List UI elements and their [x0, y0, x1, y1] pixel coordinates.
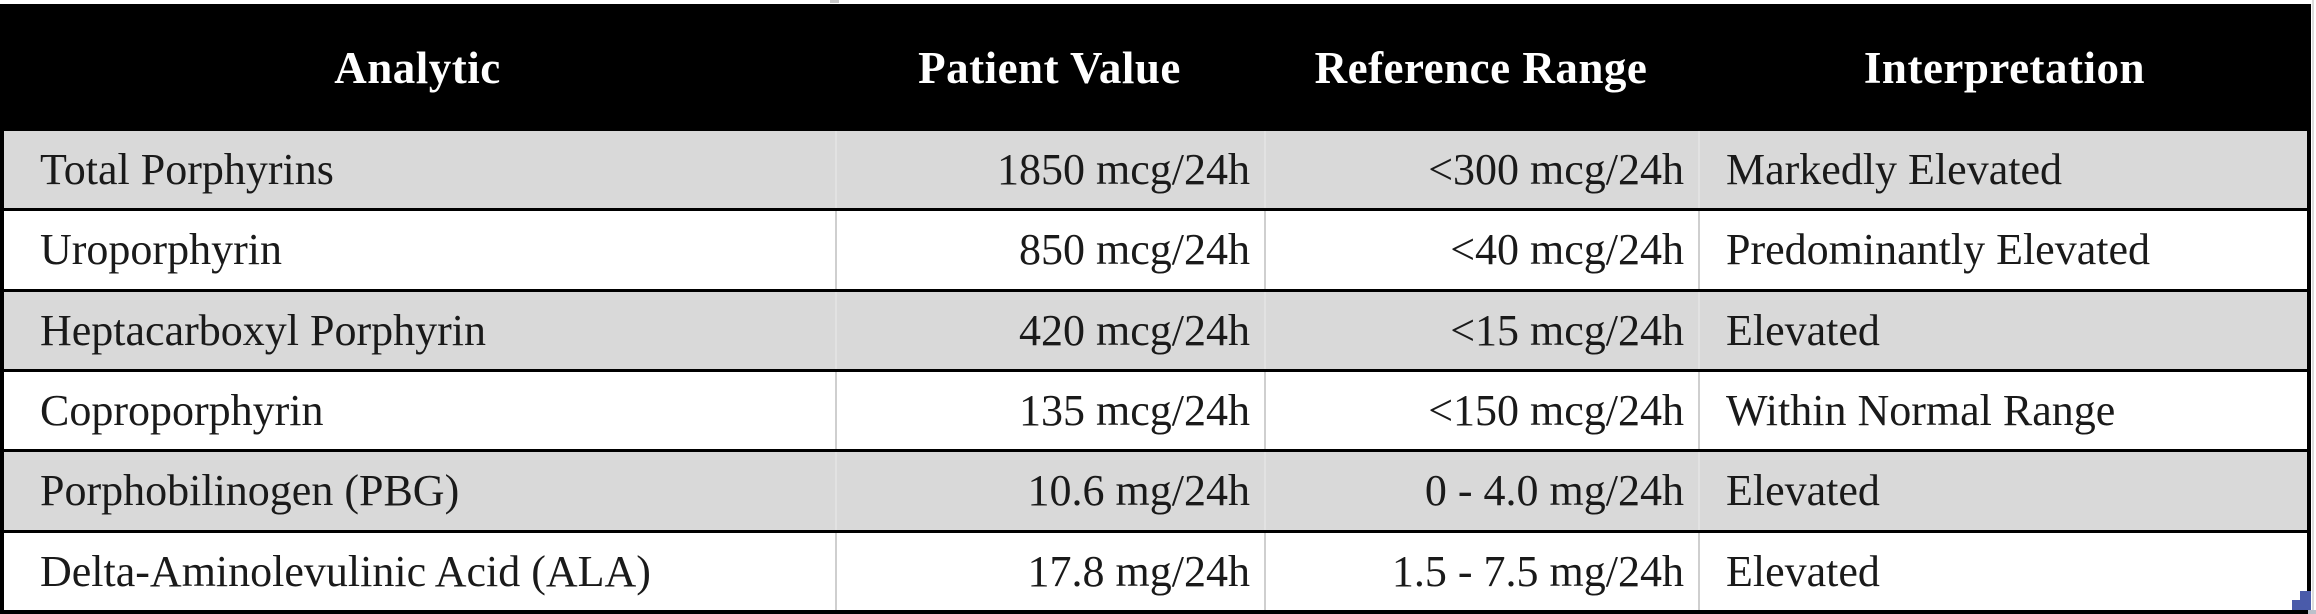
cell-analytic: Delta-Aminolevulinic Acid (ALA) — [40, 546, 651, 596]
cell-analytic: Heptacarboxyl Porphyrin — [40, 305, 486, 355]
cell-interpretation: Elevated — [1698, 532, 2307, 610]
cell-interpretation: Elevated — [1698, 291, 2307, 369]
table-row: Heptacarboxyl Porphyrin 420 mcg/24h <15 … — [4, 288, 2307, 369]
table-body: Total Porphyrins 1850 mcg/24h <300 mcg/2… — [0, 131, 2311, 614]
table-header-row: Analytic Patient Value Reference Range I… — [0, 4, 2311, 131]
cell-patient-value: 10.6 mg/24h — [835, 452, 1264, 530]
resize-handle-square[interactable] — [2300, 591, 2311, 610]
column-header-reference-range: Reference Range — [1314, 42, 1648, 93]
lab-results-table: Analytic Patient Value Reference Range I… — [0, 4, 2311, 614]
table-row: Coproporphyrin 135 mcg/24h <150 mcg/24h … — [4, 368, 2307, 450]
cell-interpretation: Markedly Elevated — [1698, 131, 2307, 209]
table-row: Porphobilinogen (PBG) 10.6 mg/24h 0 - 4.… — [4, 449, 2307, 530]
cell-patient-value: 135 mcg/24h — [835, 371, 1264, 450]
column-divider-tick — [830, 0, 839, 3]
cell-reference-range: <300 mcg/24h — [1264, 131, 1698, 209]
cell-reference-range: 0 - 4.0 mg/24h — [1264, 452, 1698, 530]
cell-analytic: Total Porphyrins — [40, 145, 334, 195]
column-header-analytic: Analytic — [334, 42, 501, 93]
cell-interpretation: Elevated — [1698, 452, 2307, 530]
cell-reference-range: 1.5 - 7.5 mg/24h — [1264, 532, 1698, 610]
cell-reference-range: <150 mcg/24h — [1264, 371, 1698, 450]
table-row: Uroporphyrin 850 mcg/24h <40 mcg/24h Pre… — [4, 208, 2307, 289]
cell-analytic: Uroporphyrin — [40, 225, 282, 275]
cell-analytic: Coproporphyrin — [40, 386, 324, 436]
table-row: Total Porphyrins 1850 mcg/24h <300 mcg/2… — [4, 131, 2307, 209]
cell-patient-value: 850 mcg/24h — [835, 211, 1264, 289]
cell-patient-value: 420 mcg/24h — [835, 291, 1264, 369]
cell-analytic: Porphobilinogen (PBG) — [40, 466, 460, 516]
cell-patient-value: 1850 mcg/24h — [835, 131, 1264, 209]
table-row: Delta-Aminolevulinic Acid (ALA) 17.8 mg/… — [4, 529, 2307, 610]
page-edge-line — [2312, 0, 2314, 614]
cell-reference-range: <15 mcg/24h — [1264, 291, 1698, 369]
page-corner-fragment — [2308, 610, 2316, 614]
column-header-interpretation: Interpretation — [1863, 42, 2146, 93]
column-header-patient-value: Patient Value — [918, 42, 1181, 93]
resize-handle-step[interactable] — [2292, 600, 2301, 610]
cell-patient-value: 17.8 mg/24h — [835, 532, 1264, 610]
cell-reference-range: <40 mcg/24h — [1264, 211, 1698, 289]
cell-interpretation: Within Normal Range — [1698, 371, 2307, 450]
cell-interpretation: Predominantly Elevated — [1698, 211, 2307, 289]
